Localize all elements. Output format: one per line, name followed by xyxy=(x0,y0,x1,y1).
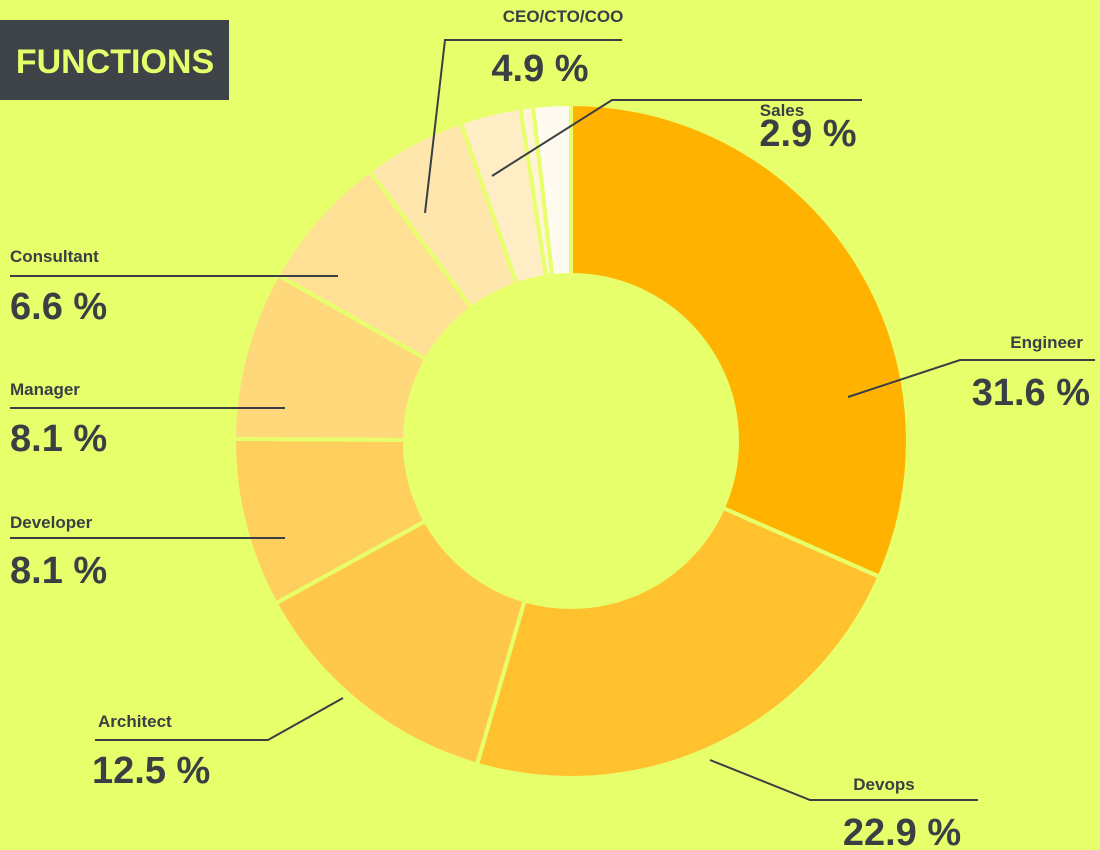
slice-label: Engineer xyxy=(1010,333,1083,352)
slice xyxy=(272,518,528,768)
leader-line xyxy=(491,99,862,177)
slice xyxy=(530,101,573,279)
value-label: 8.1 % xyxy=(10,550,107,592)
leader-line xyxy=(709,759,978,801)
value-label: 12.5 % xyxy=(92,750,210,792)
chart-title: FUNCTIONS xyxy=(16,43,214,81)
slice-label: Architect xyxy=(98,712,172,731)
slice-label: Devops xyxy=(853,775,914,794)
leader-line xyxy=(95,697,344,741)
value-label: 8.1 % xyxy=(10,418,107,460)
value-label: 6.6 % xyxy=(10,286,107,328)
slice-label: Sales xyxy=(760,101,804,120)
slice-label: Consultant xyxy=(10,247,99,266)
slice xyxy=(569,101,910,580)
leader-line xyxy=(424,39,622,214)
value-label: 31.6 % xyxy=(972,372,1090,414)
slice-label: Manager xyxy=(10,380,80,399)
title-box xyxy=(0,20,229,100)
value-label: 22.9 % xyxy=(843,812,961,850)
slice-label: CEO/CTO/COO xyxy=(503,7,624,26)
slice-label: Developer xyxy=(10,513,93,532)
value-label: 4.9 % xyxy=(491,48,588,90)
leader-line xyxy=(847,359,1095,398)
value-label: 2.9 % xyxy=(759,113,856,155)
slice xyxy=(474,505,883,780)
